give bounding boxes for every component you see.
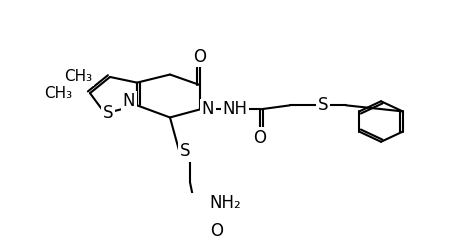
Text: N: N — [202, 100, 214, 118]
Text: S: S — [318, 96, 328, 114]
Text: O: O — [253, 129, 267, 147]
Text: O: O — [193, 48, 207, 66]
Text: N: N — [123, 92, 135, 110]
Text: O: O — [211, 222, 223, 238]
Text: NH₂: NH₂ — [209, 193, 241, 212]
Text: CH₃: CH₃ — [44, 86, 72, 101]
Text: S: S — [180, 143, 190, 160]
Text: NH: NH — [222, 100, 248, 118]
Text: S: S — [103, 104, 113, 122]
Text: CH₃: CH₃ — [64, 69, 92, 84]
